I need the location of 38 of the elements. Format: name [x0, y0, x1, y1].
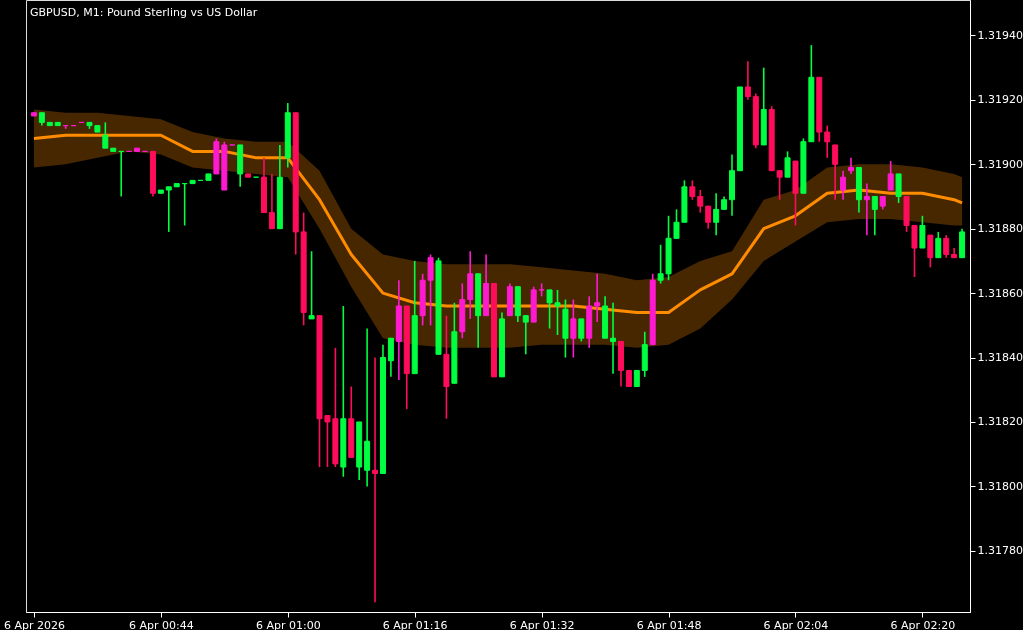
candlestick [435, 256, 442, 356]
candlestick [562, 298, 569, 359]
x-tick-label: 6 Apr 01:32 [509, 618, 575, 632]
x-tick-label: 6 Apr 01:48 [636, 618, 702, 632]
y-tick-label: 1.31780 [977, 544, 1023, 558]
y-tick-label: 1.31800 [977, 479, 1023, 493]
candlestick [308, 250, 315, 320]
x-tick-label: 6 Apr 02:20 [890, 618, 956, 632]
candlestick [784, 150, 791, 178]
candlestick [443, 314, 450, 420]
y-tick-label: 1.31920 [977, 93, 1023, 107]
x-tick-label: 6 Apr 2026 [3, 618, 65, 632]
candlestick [633, 369, 640, 388]
candlestick [919, 215, 926, 249]
y-tick-label: 1.31820 [977, 415, 1023, 429]
text: GBPUSD, M1: Pound Sterling vs US Dollar [30, 6, 258, 19]
y-tick-label: 1.31840 [977, 351, 1023, 365]
candlestick [54, 121, 61, 127]
x-tick-label: 6 Apr 00:44 [128, 618, 194, 632]
y-tick-label: 1.31900 [977, 157, 1023, 171]
candlestick [570, 298, 577, 359]
y-tick-label: 1.31880 [977, 222, 1023, 236]
y-tick-label: 1.31940 [977, 28, 1023, 42]
x-tick-label: 6 Apr 01:00 [255, 618, 321, 632]
candlestick [157, 189, 164, 195]
candlestick [491, 282, 498, 378]
candlestick [46, 121, 53, 127]
candlestick [792, 160, 799, 227]
candlestick [625, 369, 632, 388]
candlestick [165, 186, 172, 233]
candlestick [895, 173, 902, 204]
candlestick [245, 173, 252, 178]
x-tick-label: 6 Apr 01:16 [382, 618, 448, 632]
x-tick-label: 6 Apr 02:04 [763, 618, 829, 632]
candlestick [30, 111, 37, 117]
candlestick [451, 301, 458, 385]
candlestick [736, 86, 743, 172]
y-tick-label: 1.31860 [977, 286, 1023, 300]
